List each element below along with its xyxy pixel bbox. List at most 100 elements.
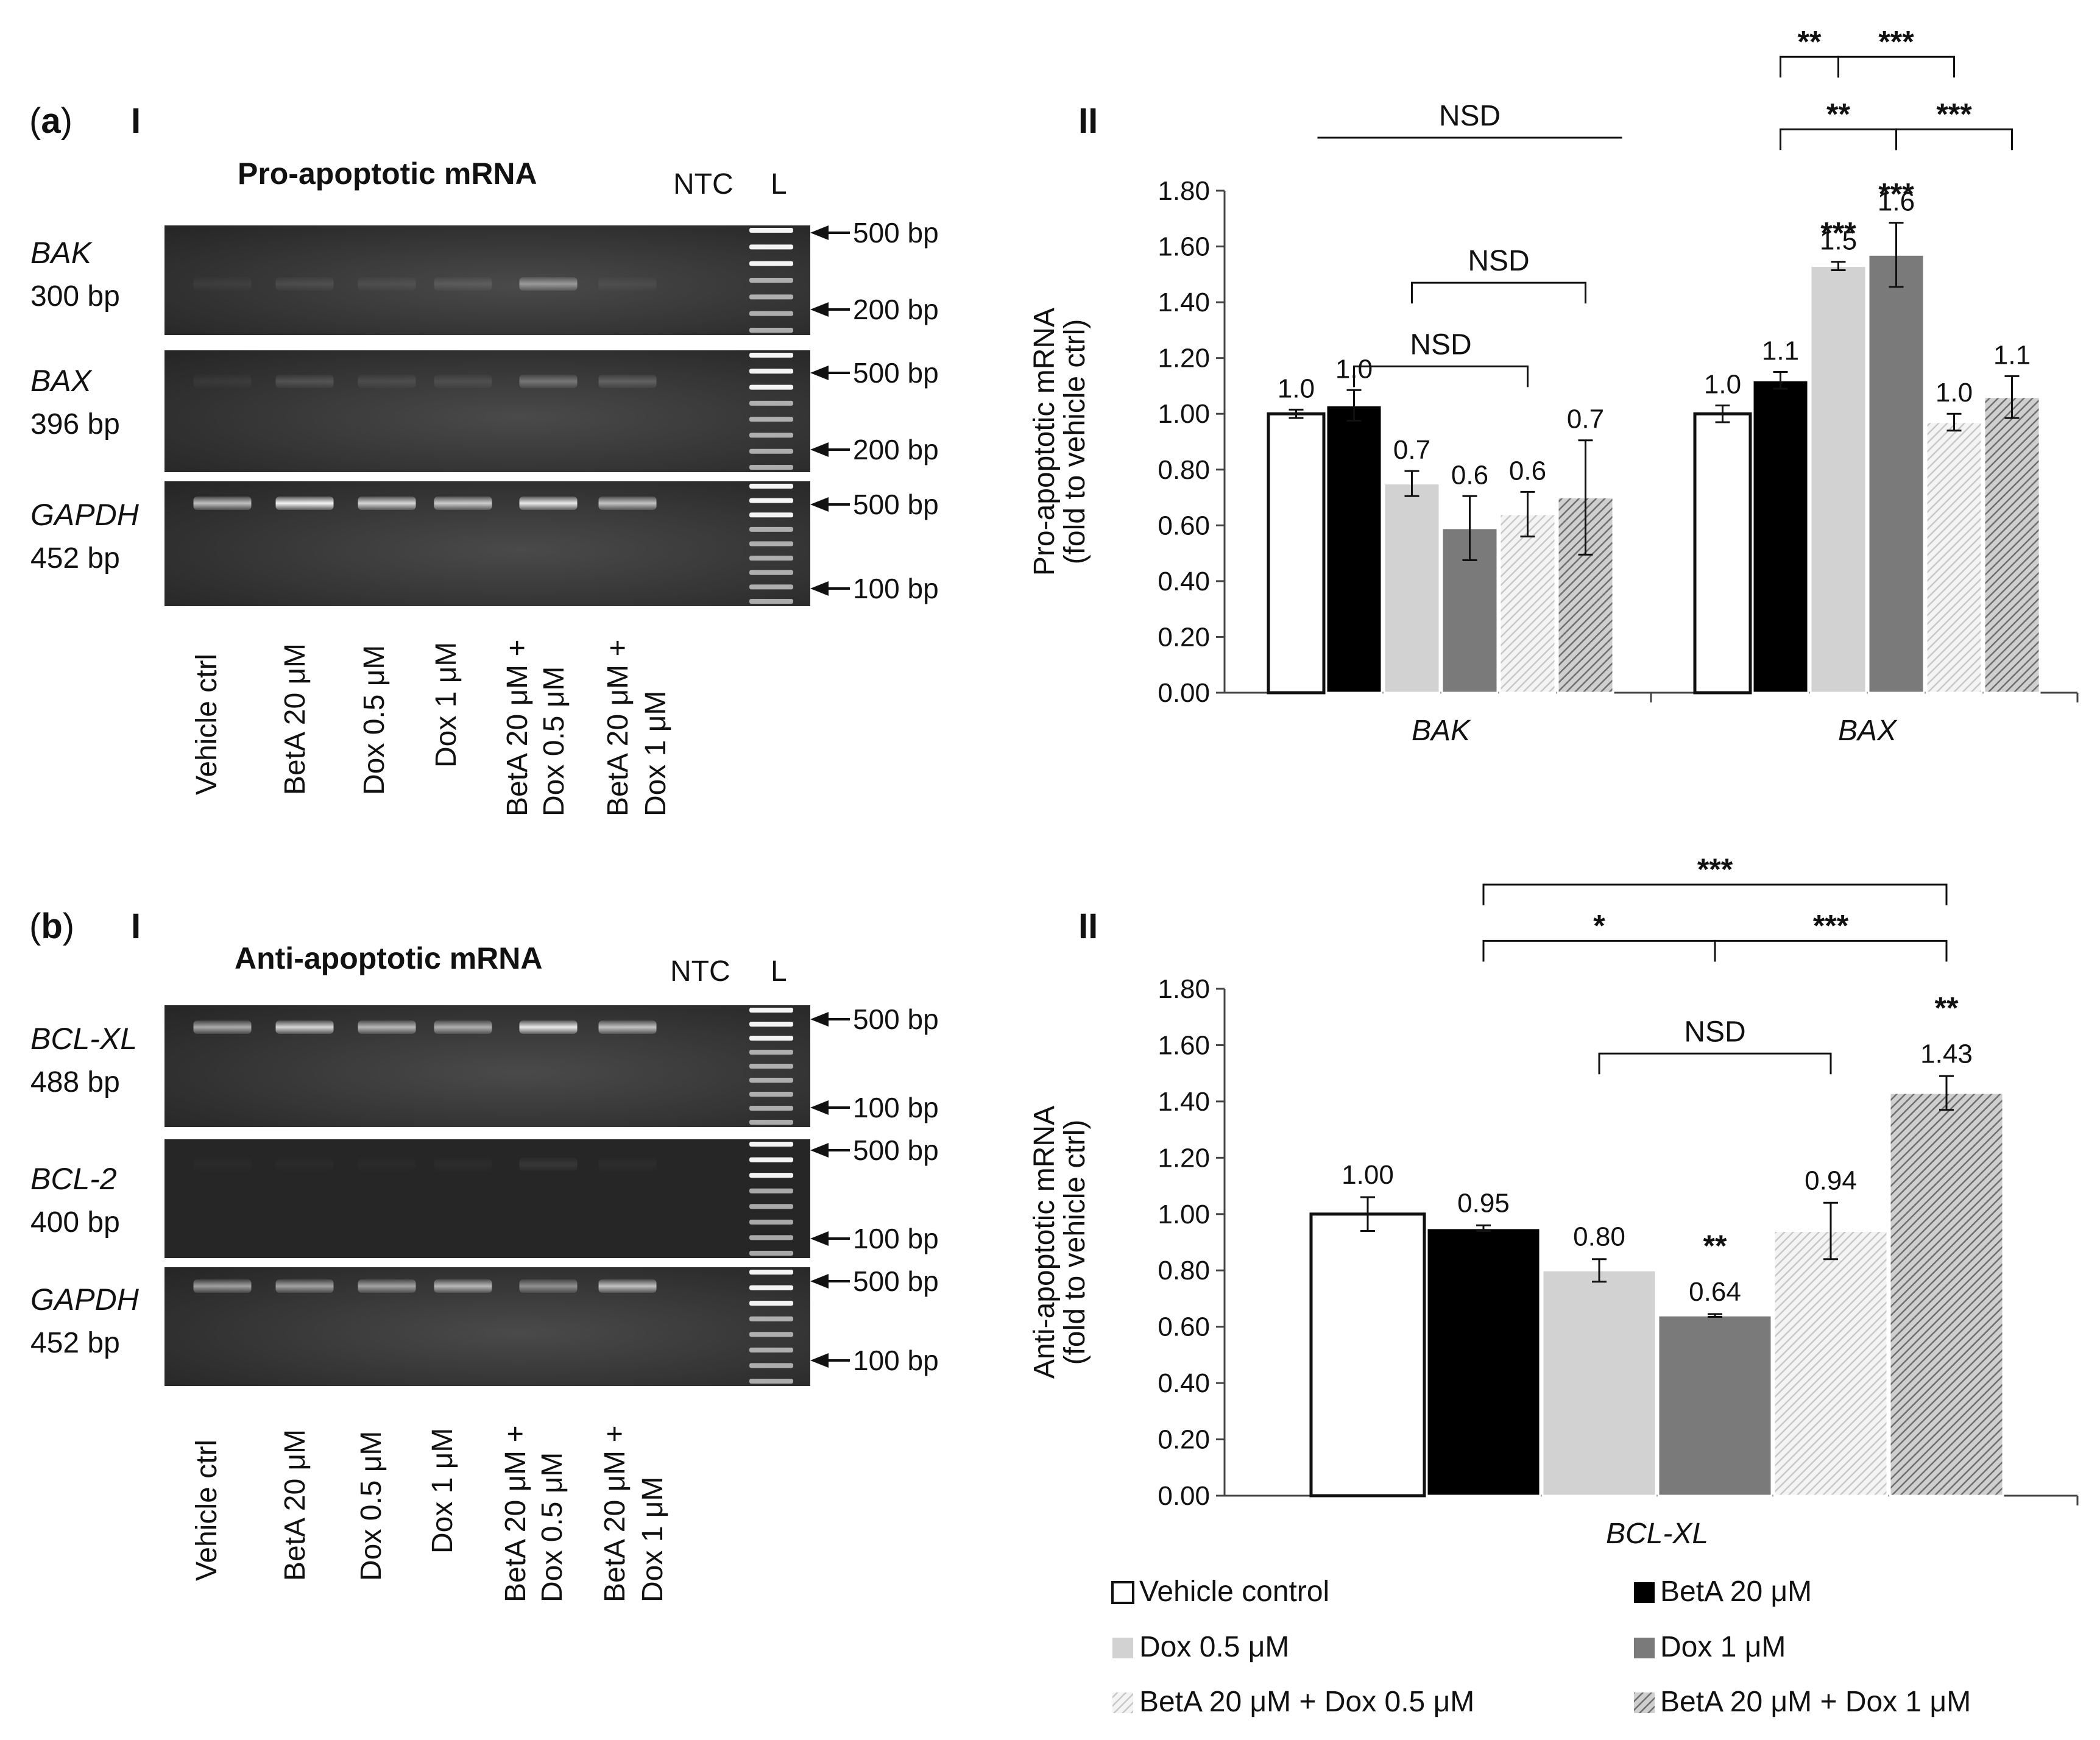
gel-b-row1-ladder-band [749, 1022, 793, 1027]
gel-a-row3-size: 452 bp [30, 542, 120, 575]
gel-a-row3-gene: GAPDH [30, 498, 140, 532]
chart-b-bracket-label: *** [1813, 908, 1849, 942]
chart-b-data-label: 0.95 [1457, 1188, 1510, 1218]
chart-b-y-tick-label: 1.00 [1158, 1200, 1210, 1229]
chart-b-bracket [1482, 939, 1716, 962]
gel-a-row2-band-lane2 [275, 375, 334, 388]
chart-a-bar-dox05-BAX [1809, 265, 1867, 694]
chart-a-data-label: 1.6 [1878, 187, 1915, 217]
chart-b-y-tick-label: 1.40 [1158, 1087, 1210, 1117]
gel-a-lane-5-line1: BetA 20 μM + [501, 640, 534, 816]
panel-a-roman-right: II [1078, 101, 1098, 141]
gel-a-row1-ladder-band [749, 228, 793, 233]
chart-b-y-tick-label: 1.80 [1158, 974, 1210, 1004]
gel-a-lane-labels: Vehicle ctrl BetA 20 μM Dox 0.5 μM Dox 1… [191, 640, 672, 816]
gel-b-row1-size: 488 bp [30, 1066, 120, 1098]
gel-a-row2-ladder-band [749, 448, 793, 454]
gel-a-row3-ladder-band [749, 556, 793, 561]
chart-a-bracket [1780, 55, 1839, 78]
chart-b-significance-star: ** [1935, 991, 1959, 1025]
chart-b-bar-beta-dox1-BCL-XL [1889, 1092, 2004, 1497]
chart-b-data-label: 0.94 [1805, 1165, 1857, 1195]
gel-a-row3-band-lane4 [434, 497, 492, 510]
gel-b-lane-2: BetA 20 μM [279, 1429, 311, 1581]
chart-a-category-label: BAX [1838, 715, 1898, 747]
gel-a-row3-ladder-band [749, 584, 793, 590]
gel-a-row2-ladder-band [749, 384, 793, 390]
gel-b-lane-5-line2: Dox 0.5 μM [536, 1452, 568, 1602]
gel-b-row3-band-lane1 [193, 1279, 252, 1293]
chart-a-bracket-label: *** [1936, 97, 1972, 131]
chart-b-bar-vehicle-BCL-XL [1309, 1212, 1426, 1498]
gel-a-row2-marker-top: 500 bp [853, 357, 939, 389]
gel-b-row1-ladder-band [749, 1008, 793, 1013]
gel-a-row3-ladder-band [749, 512, 793, 518]
gel-a-row2-ladder-band [749, 465, 793, 470]
chart-a-bracket [1411, 281, 1586, 304]
gel-b-markers: 500 bp 100 bp 500 bp 100 bp 500 bp 100 b… [810, 1003, 939, 1376]
chart-anti-apoptotic: 0.00 0.20 0.40 0.60 0.80 1.00 1.20 1.40 1.60 1.80… [1028, 852, 2079, 1550]
gel-b-lane-5-line1: BetA 20 μM + [500, 1426, 532, 1602]
chart-a-data-label: 0.6 [1451, 460, 1488, 490]
chart-b-significance-star: ** [1703, 1229, 1727, 1263]
chart-a-data-label: 1.1 [1993, 340, 2031, 370]
gel-b-lane-1: Vehicle ctrl [191, 1440, 223, 1581]
chart-b-bracket [1714, 939, 1948, 962]
gel-a-lane-4: Dox 1 μM [430, 642, 462, 768]
gel-b-row2-ladder-band [749, 1235, 793, 1240]
chart-b-data-label: 0.64 [1689, 1277, 1741, 1307]
gel-b-row1-band-lane3 [358, 1020, 416, 1034]
gel-a-row3-ladder-band [749, 599, 793, 604]
chart-a-y-tick-label: 0.60 [1158, 511, 1210, 540]
panel-a-ntc-label: NTC [673, 168, 734, 200]
gel-b-row3-ladder-band [749, 1316, 793, 1321]
chart-b-y-tick-label: 0.80 [1158, 1256, 1210, 1286]
gel-a-row1-band-lane5 [519, 277, 578, 291]
chart-a-bracket-label: NSD [1410, 328, 1471, 361]
gel-a-lane-3: Dox 0.5 μM [358, 645, 391, 795]
chart-b-data-label: 1.43 [1920, 1039, 1973, 1069]
gel-b-row3-ladder-band [749, 1379, 793, 1384]
legend-swatch-vehicle [1111, 1581, 1134, 1604]
chart-a-significance-star: *** [1820, 216, 1856, 250]
gel-a-row3-ladder-band [749, 498, 793, 503]
legend-label-beta-dox05: BetA 20 μM + Dox 0.5 μM [1139, 1686, 1474, 1718]
gel-a-row1-band-lane1 [193, 277, 252, 291]
gel-a-row3-marker-top: 500 bp [853, 489, 939, 520]
panel-b-gel: (b) I Anti-apoptotic mRNA NTC L BCL-XL 4… [29, 907, 939, 1602]
chart-b-bracket-label: *** [1697, 852, 1733, 886]
gel-b-row2-ladder-band [749, 1188, 793, 1194]
gel-b-row2-ladder-band [749, 1204, 793, 1209]
chart-a-bar-beta-dox05-BAX [1925, 421, 1983, 694]
gel-b-row3-band-lane2 [275, 1279, 334, 1293]
gel-b-row2-band-lane4 [434, 1158, 492, 1171]
legend-label-beta-dox1: BetA 20 μM + Dox 1 μM [1660, 1686, 1971, 1718]
chart-b-y-label-line2: (fold to vehicle ctrl) [1059, 1120, 1091, 1365]
gel-b-row2-band-lane6 [599, 1158, 657, 1171]
gel-a-bands [193, 228, 793, 604]
gel-a-row3-ladder-band [749, 570, 793, 575]
chart-b-y-tick-label: 1.60 [1158, 1030, 1210, 1060]
chart-a-y-label-line2: (fold to vehicle ctrl) [1059, 319, 1091, 565]
gel-a-row1-band-lane2 [275, 277, 334, 291]
gel-b-row1-band-lane5 [519, 1020, 578, 1034]
chart-b-category-label: BCL-XL [1606, 1518, 1708, 1550]
panel-a-letter: (a) [29, 101, 72, 141]
gel-b-row3-marker-bottom: 100 bp [853, 1345, 939, 1376]
chart-a-data-label: 0.7 [1393, 435, 1430, 465]
gel-b-row3-band-lane4 [434, 1279, 492, 1293]
gel-b-row3-ladder-band [749, 1270, 793, 1275]
gel-a-row1-size: 300 bp [30, 280, 120, 313]
gel-b-row1-band-lane2 [275, 1020, 334, 1034]
chart-a-y-tick-label: 1.20 [1158, 344, 1210, 373]
gel-a-row2-gene: BAX [30, 364, 93, 398]
gel-b-lane-6-line2: Dox 1 μM [637, 1477, 669, 1602]
chart-a-bar-dox1-BAX [1867, 253, 1925, 694]
chart-a-y-tick-label: 0.80 [1158, 455, 1210, 485]
chart-a-y-tick-label: 1.00 [1158, 399, 1210, 429]
gel-b-bands [193, 1008, 793, 1384]
chart-a-data-label: 0.7 [1567, 405, 1604, 434]
gel-a-row1-band-lane3 [358, 277, 416, 291]
chart-b-bar-beta-BCL-XL [1426, 1227, 1541, 1497]
